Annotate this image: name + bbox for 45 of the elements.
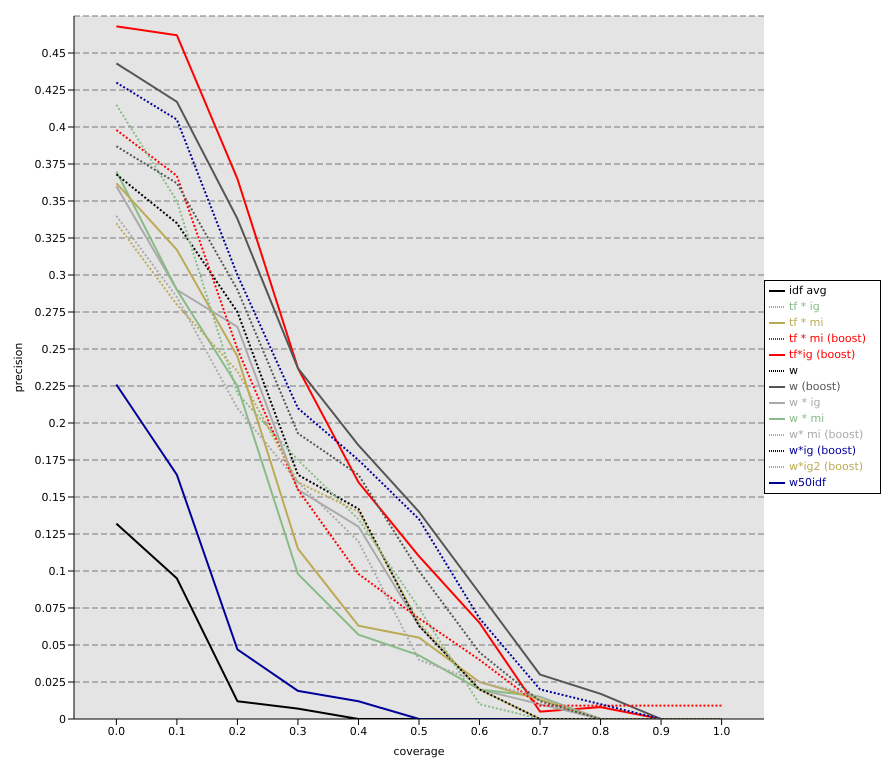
y-tick-label: 0.4 [48, 120, 66, 134]
x-tick-label: 0.1 [168, 724, 186, 738]
y-tick-label: 0.175 [34, 454, 66, 467]
y-tick-label: 0.125 [34, 528, 66, 541]
y-tick-label: 0.3 [48, 268, 66, 282]
y-tick-label: 0.025 [34, 676, 66, 689]
x-tick-label: 0.3 [289, 724, 307, 738]
x-tick-label: 0.6 [470, 724, 488, 738]
y-tick-label: 0.35 [42, 194, 66, 208]
y-tick-label: 0.05 [42, 638, 66, 652]
legend-label: w* mi (boost) [788, 428, 864, 441]
legend-label: w * mi [788, 412, 824, 425]
x-axis-title: coverage [393, 745, 445, 758]
legend-label: w*ig (boost) [788, 444, 856, 457]
y-tick-label: 0.25 [42, 342, 66, 356]
x-tick-label: 0.8 [592, 724, 610, 738]
legend-label: tf * mi [788, 316, 824, 329]
x-tick-label: 1.0 [712, 724, 730, 738]
x-tick-label: 0.4 [350, 724, 368, 738]
y-tick-label: 0.45 [42, 46, 66, 60]
x-tick-label: 0.2 [228, 724, 246, 738]
legend-label: tf*ig (boost) [788, 348, 856, 361]
legend-label: w * ig [788, 396, 820, 409]
y-tick-label: 0.425 [34, 84, 66, 97]
x-tick-label: 0.5 [410, 724, 428, 738]
y-tick-label: 0.275 [34, 306, 66, 319]
y-tick-label: 0.1 [48, 564, 66, 578]
y-tick-label: 0.325 [34, 232, 66, 245]
legend-label: w*ig2 (boost) [788, 460, 864, 473]
legend-label: tf * mi (boost) [788, 332, 866, 345]
x-tick-label: 0.0 [108, 724, 126, 738]
legend-label: tf * ig [788, 300, 820, 313]
y-tick-label: 0.15 [42, 490, 66, 504]
y-tick-label: 0.225 [34, 380, 66, 393]
legend-label: w (boost) [788, 380, 841, 393]
legend-label: w [788, 364, 798, 377]
x-tick-label: 0.7 [531, 724, 549, 738]
y-tick-label: 0.075 [34, 602, 66, 615]
legend-label: w50idf [788, 476, 826, 489]
y-tick-label: 0.2 [48, 416, 66, 430]
y-axis-title: precision [12, 342, 25, 392]
legend-label: idf avg [788, 284, 827, 297]
x-tick-label: 0.9 [652, 724, 670, 738]
y-tick-label: 0 [59, 712, 66, 726]
y-tick-label: 0.375 [34, 158, 66, 171]
